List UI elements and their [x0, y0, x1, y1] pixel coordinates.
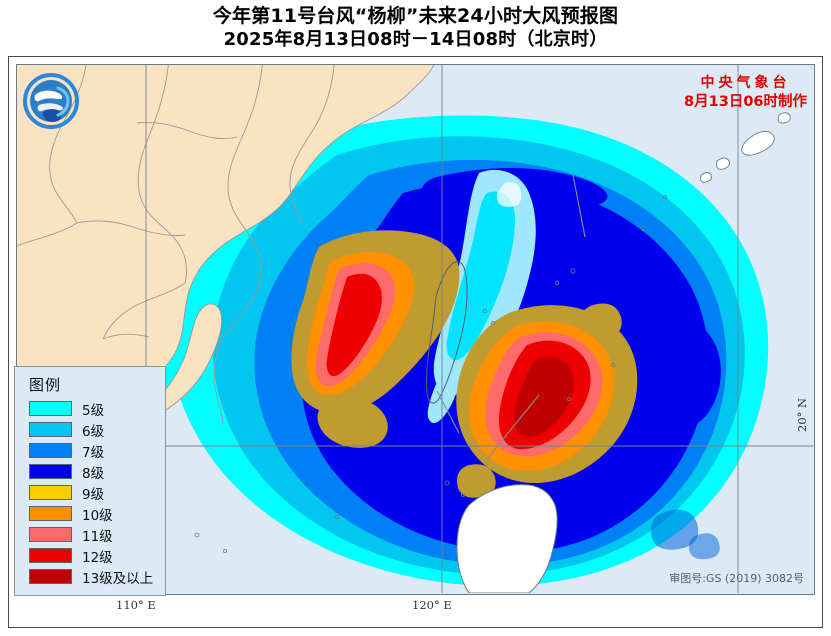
province-borders — [17, 65, 335, 426]
map-canvas — [17, 65, 813, 593]
east-core-level-13 — [513, 356, 575, 438]
legend-color-swatch — [29, 464, 72, 479]
map-approval-number: 审图号:GS (2019) 3082号 — [669, 572, 804, 585]
legend-item-label: 9级 — [82, 486, 105, 503]
legend-item-label: 11级 — [82, 528, 113, 545]
island-dots — [194, 195, 667, 553]
wind-field-contours — [128, 115, 769, 587]
legend-item[interactable]: 6级 — [29, 419, 165, 440]
legend-item-label: 13级及以上 — [82, 570, 154, 587]
legend-item-label: 7级 — [82, 444, 105, 461]
legend-item[interactable]: 11级 — [29, 524, 165, 545]
title-line-period: 2025年8月13日08时－14日08时（北京时） — [223, 29, 608, 51]
legend-panel[interactable]: 图例 5级 6级 7级 8级 9级 10级 11级 12级 13级及以上 — [14, 366, 166, 596]
legend-item-label: 8级 — [82, 465, 105, 482]
ryukyu-islands — [700, 112, 791, 183]
typhoon-eye-bright-spot — [496, 182, 522, 207]
legend-title: 图例 — [29, 376, 62, 394]
east-core-level-9-lobe-ne — [580, 303, 622, 340]
legend-item-label: 12级 — [82, 549, 113, 566]
wind-level-8-lobe-east — [670, 321, 721, 426]
legend-item[interactable]: 13级及以上 — [29, 566, 165, 587]
wind-level-8-patch-se — [651, 509, 699, 550]
page-title: 今年第11号台风“杨柳”未来24小时大风预报图 2025年8月13日08时－14… — [0, 4, 831, 51]
legend-color-swatch — [29, 422, 72, 437]
legend-item-label: 10级 — [82, 507, 113, 524]
legend-color-swatch — [29, 506, 72, 521]
legend-rows: 5级 6级 7级 8级 9级 10级 11级 12级 13级及以上 — [15, 398, 165, 587]
legend-item[interactable]: 5级 — [29, 398, 165, 419]
legend-item[interactable]: 10级 — [29, 503, 165, 524]
taiwan-island — [425, 261, 468, 404]
title-line-main: 今年第11号台风“杨柳”未来24小时大风预报图 — [212, 5, 619, 27]
legend-color-swatch — [29, 443, 72, 458]
east-core-level-9-lobe-sw — [456, 464, 496, 498]
track-annotation-lines — [436, 174, 586, 460]
agency-name: 中央气象台 — [700, 75, 791, 91]
outside-domain-regions — [456, 484, 558, 593]
legend-item[interactable]: 8级 — [29, 461, 165, 482]
eye-tail-channel — [427, 363, 460, 424]
hainan-outside-domain — [456, 484, 558, 593]
wind-level-8-patch-sw — [689, 533, 720, 560]
typhoon-eye-core — [446, 191, 515, 361]
cma-logo — [22, 72, 80, 130]
axis-label-lon-110: 110° E — [116, 598, 156, 612]
legend-color-swatch — [29, 527, 72, 542]
legend-item[interactable]: 12级 — [29, 545, 165, 566]
legend-color-swatch — [29, 569, 72, 584]
agency-stamp: 中央气象台 8月13日06时制作 — [684, 74, 807, 112]
west-core-level-12 — [326, 273, 382, 377]
legend-item-label: 5级 — [82, 402, 105, 419]
legend-item-label: 6级 — [82, 423, 105, 440]
legend-color-swatch — [29, 401, 72, 416]
axis-label-lon-120: 120° E — [412, 598, 452, 612]
west-core-level-9-south-tongue — [317, 398, 388, 448]
legend-color-swatch — [29, 485, 72, 500]
legend-color-swatch — [29, 548, 72, 563]
legend-item[interactable]: 7级 — [29, 440, 165, 461]
agency-issue-time: 8月13日06时制作 — [684, 93, 807, 110]
axis-label-lat-20: 20° N — [795, 397, 809, 432]
legend-item[interactable]: 9级 — [29, 482, 165, 503]
